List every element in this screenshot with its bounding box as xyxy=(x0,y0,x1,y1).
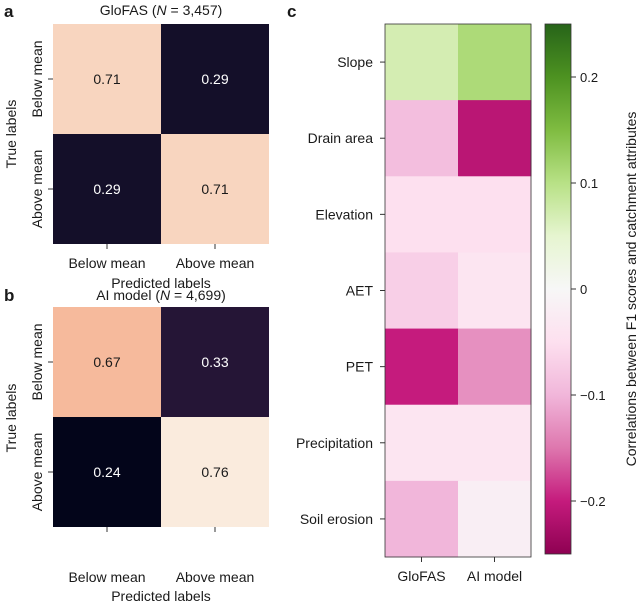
panel-c-cell-6-1 xyxy=(458,480,532,558)
panel-a-ytick-0: Below mean xyxy=(29,40,45,117)
panel-a-xtick-1: Above mean xyxy=(176,255,255,271)
colorbar-tick-1: 0.1 xyxy=(580,176,598,191)
panel-a-ylabel: True labels xyxy=(3,100,19,169)
panel-b-cell-0-0 xyxy=(53,307,161,417)
panel-b-xtick-0: Below mean xyxy=(68,569,145,585)
panel-a-matrix: 0.71 0.29 0.29 0.71 xyxy=(53,24,269,244)
panel-c-cell-1-0 xyxy=(385,100,459,177)
colorbar-label: Correlations between F1 scores and catch… xyxy=(623,112,639,467)
panel-a-cell-0-1 xyxy=(161,24,269,134)
panel-b-cell-1-1 xyxy=(161,417,269,527)
panel-c-cell-0-0 xyxy=(385,24,459,101)
colorbar-tick-3: −0.1 xyxy=(580,388,606,403)
panel-c-heatmap xyxy=(385,24,532,558)
panel-letter-a: a xyxy=(4,2,14,21)
panel-a-cell-label-0-1: 0.29 xyxy=(201,71,228,87)
panel-b-xtick-1: Above mean xyxy=(176,569,255,585)
panel-a-xlabel: Predicted labels xyxy=(111,275,211,291)
panel-c-ytick-5: Precipitation xyxy=(296,435,373,451)
colorbar-tick-4: −0.2 xyxy=(580,494,606,509)
panel-b-matrix: 0.67 0.33 0.24 0.76 xyxy=(53,307,269,527)
panel-a-cell-1-0 xyxy=(53,134,161,244)
panel-c-cell-2-0 xyxy=(385,176,459,253)
panel-c-ytick-3: AET xyxy=(346,283,374,299)
panel-c-ytick-1: Drain area xyxy=(308,130,374,146)
panel-a-ytick-1: Above mean xyxy=(29,150,45,229)
panel-c-cell-6-0 xyxy=(385,480,459,558)
colorbar-tick-2: 0 xyxy=(580,282,587,297)
panel-c-ytick-4: PET xyxy=(346,359,374,375)
panel-a-xtick-0: Below mean xyxy=(68,255,145,271)
panel-c-xtick-0: GloFAS xyxy=(397,568,445,584)
panel-b-title: AI model (N = 4,699) xyxy=(96,287,226,303)
panel-a-cell-label-1-0: 0.29 xyxy=(93,181,120,197)
panel-b-cell-label-0-0: 0.67 xyxy=(93,354,120,370)
panel-c-cell-5-0 xyxy=(385,404,459,482)
panel-b: AI model (N = 4,699) 0.67 0.33 0.24 0.76 Be… xyxy=(3,287,269,604)
panel-b-ylabel: True labels xyxy=(3,384,19,453)
panel-b-cell-1-0 xyxy=(53,417,161,527)
panel-c-cell-4-0 xyxy=(385,328,459,406)
panel-b-ytick-0: Below mean xyxy=(29,323,45,400)
panel-c-cell-0-1 xyxy=(458,24,532,101)
panel-a-cell-label-0-0: 0.71 xyxy=(93,71,120,87)
panel-a-title: GloFAS (N = 3,457) xyxy=(100,2,223,18)
panel-c-cell-4-1 xyxy=(458,328,532,406)
panel-b-ytick-1: Above mean xyxy=(29,433,45,512)
panel-a-cell-0-0 xyxy=(53,24,161,134)
panel-a: GloFAS (N = 3,457) 0.71 0.29 0.29 0.71 Belo… xyxy=(3,2,269,291)
panel-c-xtick-1: AI model xyxy=(467,568,522,584)
panel-b-cell-label-1-0: 0.24 xyxy=(93,464,120,480)
panel-b-xlabel: Predicted labels xyxy=(111,588,211,604)
panel-b-cell-label-1-1: 0.76 xyxy=(201,464,228,480)
panel-a-cell-label-1-1: 0.71 xyxy=(201,181,228,197)
panel-letter-b: b xyxy=(4,286,14,305)
colorbar-ticks: 0.2 0.1 0 −0.1 −0.2 xyxy=(571,70,606,509)
panel-b-cell-label-0-1: 0.33 xyxy=(201,354,228,370)
panel-c-cell-5-1 xyxy=(458,404,532,482)
colorbar xyxy=(544,23,572,555)
panel-c-ytick-6: Soil erosion xyxy=(300,511,373,527)
panel-c-cell-1-1 xyxy=(458,100,532,177)
panel-letter-c: c xyxy=(287,2,296,21)
panel-c-cell-3-1 xyxy=(458,252,532,330)
colorbar-tick-0: 0.2 xyxy=(580,70,598,85)
panel-c-ytick-0: Slope xyxy=(337,54,373,70)
panel-b-cell-0-1 xyxy=(161,307,269,417)
panel-a-cell-1-1 xyxy=(161,134,269,244)
panel-c: Slope Drain area Elevation AET PET Precipitat… xyxy=(296,23,639,584)
panel-c-cell-2-1 xyxy=(458,176,532,253)
panel-c-cell-3-0 xyxy=(385,252,459,330)
panel-c-yticks: Slope Drain area Elevation AET PET Precipitat… xyxy=(296,54,385,527)
panel-c-ytick-2: Elevation xyxy=(315,206,373,222)
